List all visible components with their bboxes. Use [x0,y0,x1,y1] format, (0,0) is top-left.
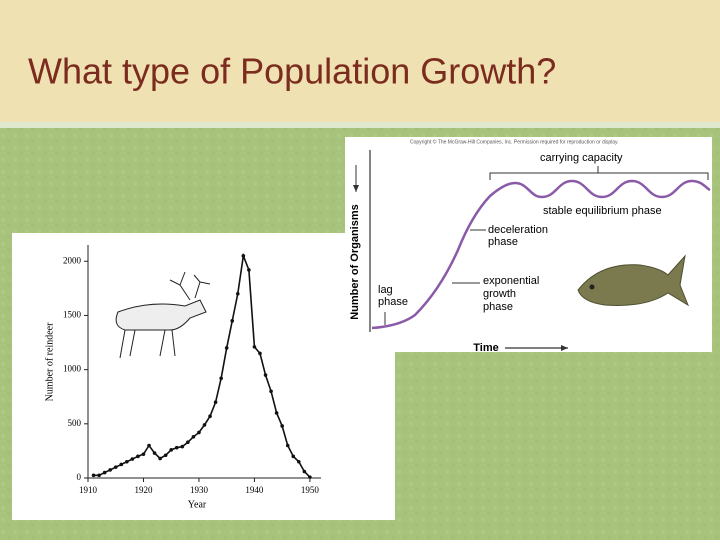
data-point [91,473,96,478]
data-point [224,346,229,350]
data-point [130,457,135,461]
data-point [202,423,207,427]
data-point [241,254,246,258]
annotation: lag [378,284,393,296]
title-rule [0,122,720,128]
data-point [191,435,196,439]
annotation: growth [483,288,516,300]
data-point [235,291,240,296]
copyright: Copyright © The McGraw-Hill Companies, I… [410,138,619,145]
y-tick-label: 0 [77,472,82,482]
data-line [93,252,311,478]
annotation: phase [378,296,408,308]
reindeer-chart: Year Number of reindeer 0 500 1000 1500 2000… [44,245,321,510]
data-point [147,443,151,448]
data-point [125,459,129,464]
data-point [197,430,201,435]
title-band [0,0,720,122]
data-point [308,475,312,479]
data-point [158,456,162,461]
data-point [285,443,290,448]
capacity-bracket [489,166,709,180]
annotation: exponential [483,275,539,287]
x-tick-label: 1920 [134,485,153,495]
annotation: stable equilibrium phase [543,205,662,217]
annotation: phase [483,301,513,313]
data-point [102,470,107,475]
x-axis-label: Year [188,499,207,510]
chart-panel [12,233,395,520]
leader-lines [384,229,486,325]
y-tick-label: 2000 [63,255,82,265]
data-point [113,465,118,469]
growth-diagram: Copyright © The McGraw-Hill Companies, I… [345,137,712,354]
data-point [169,448,174,452]
slide-title: What type of Population Growth? [28,51,556,92]
y-tick-label: 500 [68,418,82,428]
data-point [180,444,185,449]
x-tick-label: 1930 [190,485,209,495]
data-point [263,373,268,377]
data-point [163,453,168,458]
data-point [136,454,140,459]
reindeer-illustration [115,271,211,359]
data-point [108,468,112,472]
data-point [247,268,251,272]
data-point [174,445,179,450]
data-point [208,414,212,419]
data-point [280,424,284,428]
data-point [252,345,257,349]
x-tick-label: 1940 [245,485,264,495]
data-point [213,400,218,404]
data-point [274,411,279,415]
data-point [269,389,273,394]
y-tick-label: 1500 [63,310,82,320]
data-point [302,469,307,474]
growth-curve [371,179,711,330]
data-point [291,454,296,459]
data-point [141,452,146,456]
data-point [186,440,190,445]
annotation: phase [488,236,518,248]
data-point [97,473,101,478]
annotation: deceleration [488,224,548,236]
y-axis-label: Number of reindeer [44,322,55,402]
data-point [119,462,124,467]
x-tick-label: 1910 [79,485,98,495]
data-point [230,319,235,323]
data-point [219,376,223,381]
x-tick-label: 1950 [301,485,320,495]
annotation: carrying capacity [540,152,623,164]
data-point [258,351,262,356]
data-point [152,451,157,455]
data-point [297,459,301,464]
y-axis-label: Number of Organisms [349,204,361,320]
diagram-panel [345,137,712,352]
x-axis-label: Time [473,342,498,354]
fish-illustration [577,254,690,307]
y-tick-label: 1000 [63,364,82,374]
